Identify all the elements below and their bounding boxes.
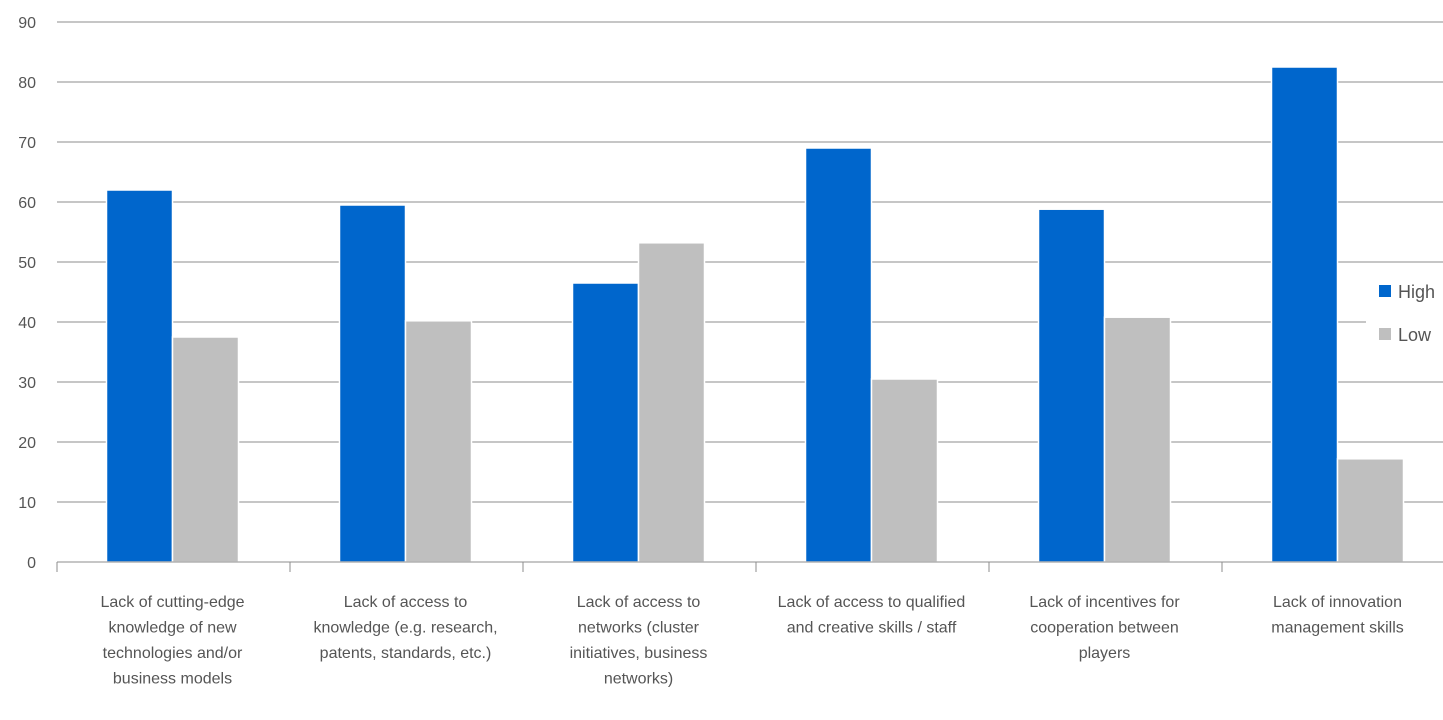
- bar-low: [171, 336, 240, 563]
- x-axis-category-labels: Lack of cutting-edge knowledge of new tech…: [100, 594, 1403, 688]
- bar-low: [1336, 458, 1405, 563]
- y-tick-label: 30: [18, 375, 36, 392]
- y-tick-label: 70: [18, 135, 36, 152]
- bar-high: [804, 147, 873, 563]
- legend-swatch-low: [1379, 328, 1391, 340]
- y-tick-label: 50: [18, 255, 36, 272]
- y-tick-label: 80: [18, 75, 36, 92]
- category-label-line: Lack of access to: [577, 594, 701, 611]
- y-tick-label: 40: [18, 315, 36, 332]
- category-label-line: technologies and/or: [103, 645, 243, 662]
- category-label-line: patents, standards, etc.): [320, 645, 492, 662]
- category-label-line: Lack of innovation: [1273, 594, 1402, 611]
- bar-high: [571, 282, 640, 563]
- x-axis: [56, 561, 1443, 572]
- x-category-label: Lack of access to networks (cluster initia…: [570, 594, 708, 688]
- category-label-line: and creative skills / staff: [787, 620, 957, 637]
- x-category-label: Lack of innovation management skills: [1271, 594, 1404, 637]
- legend: High Low: [1366, 270, 1443, 352]
- x-category-label: Lack of access to qualified and creative …: [778, 594, 966, 637]
- y-tick-label: 60: [18, 195, 36, 212]
- legend-label-high: High: [1398, 282, 1435, 302]
- bar-low: [404, 320, 473, 563]
- bar-high: [1037, 208, 1106, 563]
- category-label-line: Lack of cutting-edge: [100, 594, 244, 611]
- category-label-line: networks): [604, 671, 673, 688]
- category-label-line: Lack of incentives for: [1029, 594, 1180, 611]
- y-tick-label: 10: [18, 495, 36, 512]
- gridlines: [57, 21, 1443, 503]
- bar-high: [105, 189, 174, 563]
- bar-low: [870, 378, 939, 563]
- category-label-line: management skills: [1271, 620, 1404, 637]
- legend-label-low: Low: [1398, 325, 1432, 345]
- x-category-label: Lack of incentives for cooperation betwee…: [1029, 594, 1180, 662]
- x-category-label: Lack of cutting-edge knowledge of new tech…: [100, 594, 244, 688]
- category-label-line: Lack of access to qualified: [778, 594, 966, 611]
- category-label-line: cooperation between: [1030, 620, 1179, 637]
- category-label-line: Lack of access to: [344, 594, 468, 611]
- x-category-label: Lack of access to knowledge (e.g. researc…: [313, 594, 497, 662]
- y-tick-label: 0: [27, 555, 36, 572]
- category-label-line: knowledge of new: [108, 620, 237, 637]
- bar-low: [1103, 316, 1172, 563]
- bar-high: [1270, 66, 1339, 563]
- bar-high: [338, 204, 407, 563]
- bars: [105, 66, 1405, 563]
- legend-background: [1366, 270, 1443, 352]
- legend-swatch-high: [1379, 285, 1391, 297]
- y-axis-tick-labels: 0 10 20 30 40 50 60 70 80 90: [18, 15, 36, 572]
- category-label-line: networks (cluster: [578, 620, 700, 637]
- category-label-line: initiatives, business: [570, 645, 708, 662]
- y-tick-label: 20: [18, 435, 36, 452]
- y-tick-label: 90: [18, 15, 36, 32]
- category-label-line: business models: [113, 671, 232, 688]
- category-label-line: knowledge (e.g. research,: [313, 620, 497, 637]
- category-label-line: players: [1079, 645, 1131, 662]
- bar-low: [637, 242, 706, 563]
